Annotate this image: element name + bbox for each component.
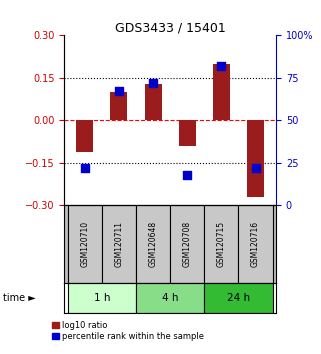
Bar [247, 120, 264, 197]
Text: GSM120648: GSM120648 [149, 221, 158, 267]
Text: GSM120716: GSM120716 [251, 221, 260, 267]
Text: 24 h: 24 h [227, 293, 250, 303]
Bar [170, 205, 204, 283]
Bar [68, 283, 136, 313]
Bar [110, 92, 127, 120]
Bar [239, 205, 273, 283]
Text: GSM120715: GSM120715 [217, 221, 226, 267]
Bar [204, 205, 239, 283]
Point [219, 63, 224, 69]
Bar [144, 84, 161, 120]
Bar [136, 205, 170, 283]
Text: 4 h: 4 h [162, 293, 178, 303]
Text: GSM120710: GSM120710 [80, 221, 89, 267]
Bar [102, 205, 136, 283]
Bar [68, 205, 102, 283]
Bar [136, 283, 204, 313]
Text: time ►: time ► [3, 293, 36, 303]
Bar [179, 120, 196, 146]
Point [82, 165, 87, 171]
Text: GSM120708: GSM120708 [183, 221, 192, 267]
Bar [76, 120, 93, 152]
Bar [204, 283, 273, 313]
Text: 1 h: 1 h [93, 293, 110, 303]
Point [151, 80, 156, 86]
Point [116, 88, 121, 94]
Bar [213, 64, 230, 120]
Title: GDS3433 / 15401: GDS3433 / 15401 [115, 21, 226, 34]
Point [185, 172, 190, 178]
Point [253, 165, 258, 171]
Text: GSM120711: GSM120711 [114, 221, 123, 267]
Legend: log10 ratio, percentile rank within the sample: log10 ratio, percentile rank within the … [52, 321, 204, 341]
